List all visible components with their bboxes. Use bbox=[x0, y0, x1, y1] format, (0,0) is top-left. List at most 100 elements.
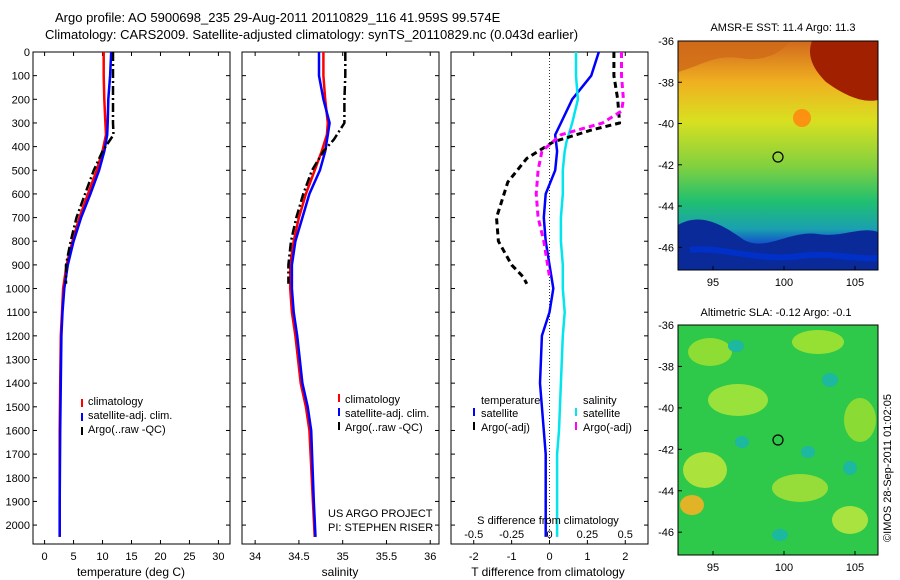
legend-label: satellite-adj. clim. bbox=[345, 408, 429, 420]
map-y-tick-label: -38 bbox=[658, 361, 674, 373]
sst-map-panel: AMSR-E SST: 11.4 Argo: 11.3 -36 -38 -40 -42… bbox=[658, 22, 879, 289]
credit-line1: US ARGO PROJECT bbox=[328, 508, 433, 520]
sst-warm-spot bbox=[793, 109, 811, 127]
imos-stamp: ©IMOS 28-Sep-2011 01:02:05 bbox=[882, 394, 894, 542]
map-x-tick-label: 105 bbox=[846, 562, 864, 574]
map-y-tick-label: -36 bbox=[658, 320, 674, 332]
sst-cold-band bbox=[689, 246, 879, 262]
legend-label: satellite bbox=[583, 408, 620, 420]
sla-blob bbox=[708, 384, 768, 416]
x-tick-label: 15 bbox=[125, 551, 137, 563]
series-temperature-argo-adj- bbox=[495, 52, 622, 285]
differences-xlabel: T difference from climatology bbox=[471, 565, 625, 579]
x2-tick-label: -0.25 bbox=[499, 529, 524, 541]
x-tick-label: 25 bbox=[183, 551, 195, 563]
x2-tick-label: -0.5 bbox=[464, 529, 483, 541]
salinity-panel: 34 34.5 35 35.5 36 climatology satellite-adj… bbox=[241, 51, 440, 579]
differences-legend: temperature salinity satellite Argo(-adj… bbox=[473, 395, 632, 434]
sla-low-spot bbox=[772, 529, 788, 541]
y-tick-label: 500 bbox=[12, 165, 30, 177]
map-x-tick-label: 95 bbox=[707, 562, 719, 574]
map-x-tick-label: 100 bbox=[775, 277, 793, 289]
map-y-tick-label: -44 bbox=[658, 201, 674, 213]
x-tick-label: -2 bbox=[469, 551, 479, 563]
sla-low-spot bbox=[801, 446, 815, 458]
legend-label: climatology bbox=[88, 396, 144, 408]
y-tick-label: 700 bbox=[12, 213, 30, 225]
y-tick-label: 1200 bbox=[6, 331, 30, 343]
legend-label: Argo(..raw -QC) bbox=[345, 422, 423, 434]
series-salinity-satellite bbox=[555, 52, 580, 537]
temperature-legend: climatology satellite-adj. clim. Argo(..… bbox=[81, 396, 172, 436]
series-salinity-argo-adj- bbox=[534, 52, 625, 277]
sst-float-marker bbox=[772, 151, 784, 163]
sla-blob bbox=[844, 398, 876, 442]
series-satellite-adj-clim- bbox=[290, 52, 331, 537]
legend-label: climatology bbox=[345, 394, 401, 406]
y-tick-label: 1500 bbox=[6, 402, 30, 414]
x-tick-label: 20 bbox=[154, 551, 166, 563]
sla-map-panel: Altimetric SLA: -0.12 Argo: -0.1 -36 -38 -… bbox=[658, 307, 879, 574]
sla-blob bbox=[688, 338, 732, 366]
y-tick-label: 900 bbox=[12, 260, 30, 272]
x2-tick-label: 0.5 bbox=[618, 529, 633, 541]
map-x-tick-label: 100 bbox=[775, 562, 793, 574]
x-tick-label: 1 bbox=[584, 551, 590, 563]
legend-label: satellite-adj. clim. bbox=[88, 410, 172, 422]
x-tick-label: 34.5 bbox=[288, 551, 309, 563]
sla-blob bbox=[792, 330, 844, 354]
sst-map-frame bbox=[677, 40, 879, 271]
sla-blob bbox=[772, 474, 828, 502]
header-line2: Climatology: CARS2009. Satellite-adjuste… bbox=[45, 27, 579, 42]
y-tick-label: 1300 bbox=[6, 355, 30, 367]
map-y-tick-label: -42 bbox=[658, 444, 674, 456]
map-y-tick-label: -46 bbox=[658, 527, 674, 539]
sla-blob bbox=[683, 452, 727, 488]
sla-low-spot bbox=[735, 436, 749, 448]
sla-blob bbox=[832, 506, 868, 534]
sla-low-spot bbox=[822, 373, 838, 387]
legend-label: Argo(..raw -QC) bbox=[88, 424, 166, 436]
y-tick-label: 800 bbox=[12, 236, 30, 248]
salinity-legend: climatology satellite-adj. clim. Argo(..… bbox=[338, 394, 429, 434]
sst-hot-region bbox=[809, 41, 878, 101]
legend-label: satellite bbox=[481, 408, 518, 420]
sst-warm-region bbox=[678, 41, 790, 72]
map-y-tick-label: -44 bbox=[658, 486, 674, 498]
x-tick-label: 35.5 bbox=[376, 551, 397, 563]
series-argo-raw-qc- bbox=[287, 52, 347, 284]
x-tick-label: 5 bbox=[70, 551, 76, 563]
y-tick-label: 200 bbox=[12, 94, 30, 106]
y-tick-label: 400 bbox=[12, 142, 30, 154]
x2-tick-label: 0 bbox=[546, 529, 552, 541]
y-tick-label: 1000 bbox=[6, 284, 30, 296]
y-tick-label: 1900 bbox=[6, 496, 30, 508]
x-tick-label: 36 bbox=[424, 551, 436, 563]
y-tick-label: 300 bbox=[12, 118, 30, 130]
series-satellite-adj-clim- bbox=[58, 51, 113, 537]
legend-title-temperature: temperature bbox=[481, 395, 540, 407]
legend-title-salinity: salinity bbox=[583, 395, 617, 407]
salinity-axes bbox=[241, 51, 440, 545]
x-tick-label: 30 bbox=[212, 551, 224, 563]
y-tick-label: 1400 bbox=[6, 378, 30, 390]
map-y-tick-label: -40 bbox=[658, 119, 674, 131]
salinity-xlabel: salinity bbox=[322, 565, 359, 579]
map-y-tick-label: -38 bbox=[658, 77, 674, 89]
differences-x2label: S difference from climatology bbox=[477, 515, 619, 527]
sla-float-marker bbox=[772, 434, 784, 446]
map-y-tick-label: -40 bbox=[658, 403, 674, 415]
map-x-tick-label: 95 bbox=[707, 277, 719, 289]
sst-map-title: AMSR-E SST: 11.4 Argo: 11.3 bbox=[710, 22, 855, 34]
x-tick-label: 35 bbox=[337, 551, 349, 563]
legend-label: Argo(-adj) bbox=[583, 422, 632, 434]
credit-line2: PI: STEPHEN RISER bbox=[328, 522, 433, 534]
y-tick-label: 1100 bbox=[6, 307, 30, 319]
temperature-axes bbox=[32, 51, 231, 545]
y-tick-label: 1600 bbox=[6, 425, 30, 437]
y-tick-label: 2000 bbox=[6, 520, 30, 532]
header-line1: Argo profile: AO 5900698_235 29-Aug-2011… bbox=[55, 10, 501, 25]
x-tick-label: 0 bbox=[546, 551, 552, 563]
y-tick-label: 600 bbox=[12, 189, 30, 201]
